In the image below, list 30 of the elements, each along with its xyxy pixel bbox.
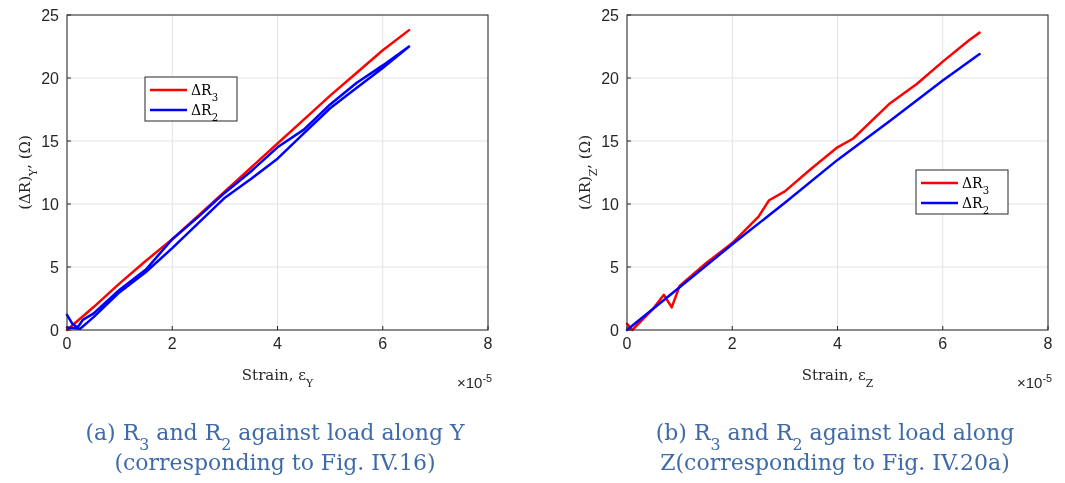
y-tick-label: 20 (601, 70, 620, 87)
x-axis-title: Strain, ε$_{Y}$ (241, 366, 315, 390)
y-tick-label: 10 (41, 196, 60, 213)
x-tick-label: 8 (1043, 335, 1053, 352)
x-tick-label: 2 (167, 335, 177, 352)
y-tick-label: 0 (50, 322, 60, 339)
x-tick-label: 2 (727, 335, 737, 352)
text: ×10$^{-5}$ (1016, 372, 1052, 391)
x-tick-label: 0 (622, 335, 632, 352)
x-tick-label: 6 (938, 335, 948, 352)
legend-label: ΔR$_{2}$ (962, 195, 990, 216)
x-tick-label: 4 (833, 335, 843, 352)
y-tick-label: 0 (610, 322, 620, 339)
x-tick-label: 6 (378, 335, 388, 352)
x-axis-title: Strain, ε$_{Z}$ (801, 366, 874, 390)
y-tick-label: 10 (601, 196, 620, 213)
x-tick-label: 4 (273, 335, 283, 352)
y-tick-label: 15 (41, 133, 60, 150)
y-tick-label: 15 (601, 133, 620, 150)
legend-label: ΔR$_{3}$ (962, 175, 990, 196)
x-tick-label: 0 (62, 335, 72, 352)
x-tick-label: 8 (483, 335, 493, 352)
text: ×10$^{-5}$ (456, 372, 492, 391)
y-tick-label: 25 (41, 7, 60, 24)
y-tick-label: 5 (610, 259, 620, 276)
y-tick-label: 20 (41, 70, 60, 87)
y-tick-label: 25 (601, 7, 620, 24)
legend-label: ΔR$_{3}$ (191, 82, 219, 103)
y-tick-label: 5 (50, 259, 60, 276)
legend-label: ΔR$_{2}$ (191, 102, 219, 123)
